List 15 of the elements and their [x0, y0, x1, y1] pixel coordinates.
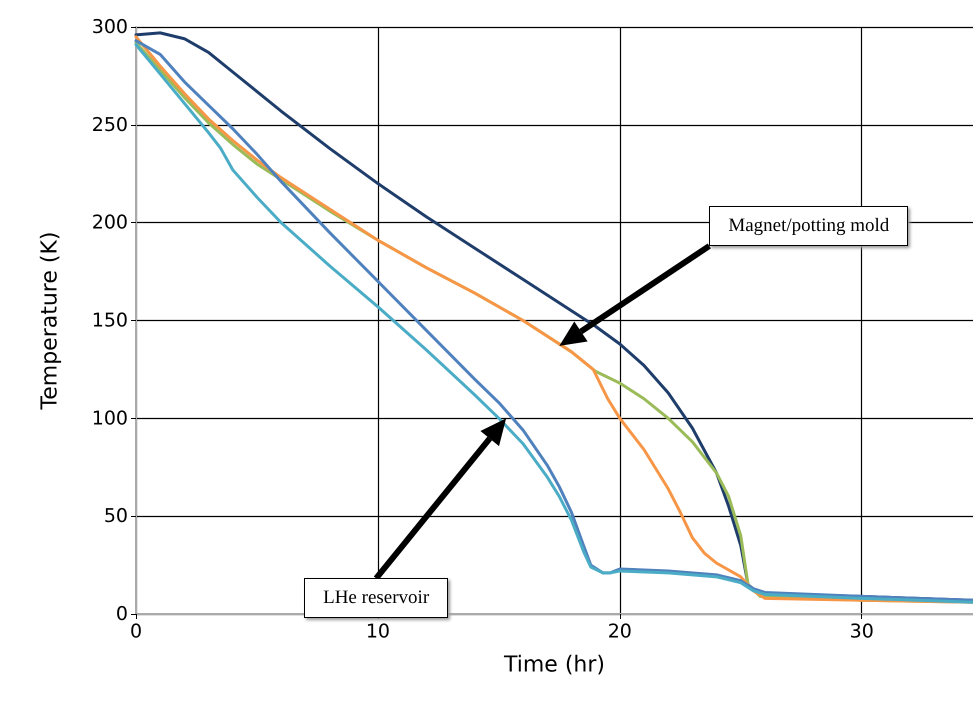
x-axis-title: Time (hr) [503, 652, 605, 678]
y-tick-label: 250 [92, 114, 128, 136]
x-tick-label: 0 [130, 620, 142, 642]
y-tick-label: 100 [92, 407, 128, 430]
annotation: Magnet/potting mold [709, 206, 908, 246]
y-tick-label: 50 [104, 505, 128, 528]
y-tick-label: 0 [116, 603, 128, 625]
x-tick-label: 20 [608, 620, 632, 642]
x-tick-label: 30 [850, 620, 874, 642]
annotation: LHe reservoir [304, 578, 448, 618]
x-tick-label: 10 [366, 620, 390, 642]
y-tick-label: 200 [92, 212, 128, 234]
y-tick-label: 150 [92, 310, 128, 332]
y-axis-title: Temperature (K) [38, 232, 62, 410]
y-tick-label: 300 [92, 16, 128, 38]
